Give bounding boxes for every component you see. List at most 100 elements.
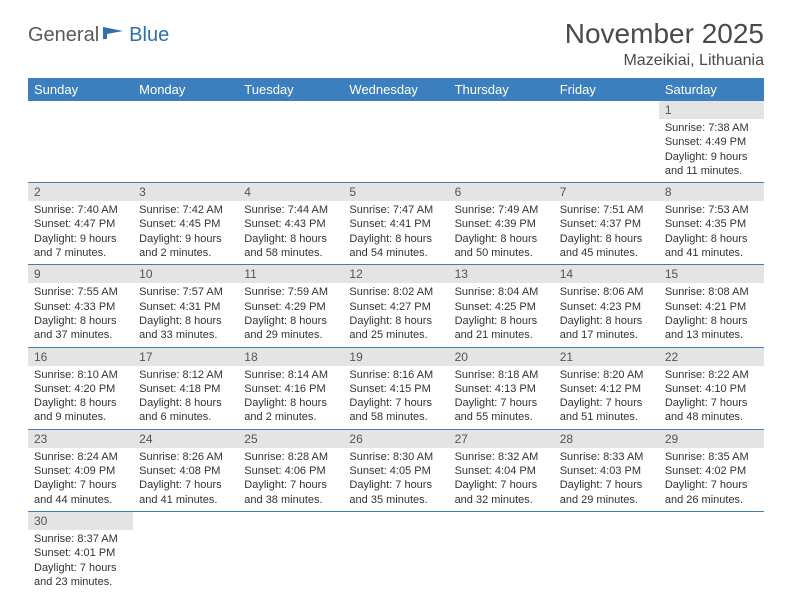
daylight-line: Daylight: 7 hours and 26 minutes.: [665, 478, 758, 507]
sunset-line: Sunset: 4:23 PM: [560, 300, 653, 314]
sunrise-line: Sunrise: 8:37 AM: [34, 532, 127, 546]
sunrise-line: Sunrise: 8:02 AM: [349, 285, 442, 299]
calendar-cell: 7Sunrise: 7:51 AMSunset: 4:37 PMDaylight…: [554, 183, 659, 265]
sunrise-line: Sunrise: 8:16 AM: [349, 368, 442, 382]
sunset-line: Sunset: 4:18 PM: [139, 382, 232, 396]
sunrise-line: Sunrise: 8:24 AM: [34, 450, 127, 464]
logo: General Blue: [28, 18, 169, 47]
day-details: Sunrise: 7:53 AMSunset: 4:35 PMDaylight:…: [659, 201, 764, 264]
weekday-row: SundayMondayTuesdayWednesdayThursdayFrid…: [28, 78, 764, 101]
daylight-line: Daylight: 8 hours and 6 minutes.: [139, 396, 232, 425]
sunrise-line: Sunrise: 8:35 AM: [665, 450, 758, 464]
calendar-cell: 26Sunrise: 8:30 AMSunset: 4:05 PMDayligh…: [343, 429, 448, 511]
daylight-line: Daylight: 7 hours and 48 minutes.: [665, 396, 758, 425]
sunrise-line: Sunrise: 8:04 AM: [455, 285, 548, 299]
day-details: Sunrise: 8:08 AMSunset: 4:21 PMDaylight:…: [659, 283, 764, 346]
day-details: Sunrise: 7:38 AMSunset: 4:49 PMDaylight:…: [659, 119, 764, 182]
calendar-row: 2Sunrise: 7:40 AMSunset: 4:47 PMDaylight…: [28, 183, 764, 265]
sunrise-line: Sunrise: 8:26 AM: [139, 450, 232, 464]
sunrise-line: Sunrise: 7:57 AM: [139, 285, 232, 299]
sunrise-line: Sunrise: 7:53 AM: [665, 203, 758, 217]
day-number: 1: [659, 101, 764, 119]
sunrise-line: Sunrise: 7:55 AM: [34, 285, 127, 299]
day-number: 21: [554, 348, 659, 366]
day-number: 6: [449, 183, 554, 201]
daylight-line: Daylight: 9 hours and 11 minutes.: [665, 150, 758, 179]
sunset-line: Sunset: 4:15 PM: [349, 382, 442, 396]
sunrise-line: Sunrise: 8:30 AM: [349, 450, 442, 464]
calendar-cell: 30Sunrise: 8:37 AMSunset: 4:01 PMDayligh…: [28, 511, 133, 593]
day-details: Sunrise: 8:28 AMSunset: 4:06 PMDaylight:…: [238, 448, 343, 511]
calendar-cell: 21Sunrise: 8:20 AMSunset: 4:12 PMDayligh…: [554, 347, 659, 429]
day-number: 12: [343, 265, 448, 283]
calendar-cell: 12Sunrise: 8:02 AMSunset: 4:27 PMDayligh…: [343, 265, 448, 347]
sunrise-line: Sunrise: 7:59 AM: [244, 285, 337, 299]
sunrise-line: Sunrise: 8:12 AM: [139, 368, 232, 382]
day-details: Sunrise: 7:49 AMSunset: 4:39 PMDaylight:…: [449, 201, 554, 264]
day-details: Sunrise: 8:24 AMSunset: 4:09 PMDaylight:…: [28, 448, 133, 511]
calendar-cell: [449, 511, 554, 593]
calendar-cell: 13Sunrise: 8:04 AMSunset: 4:25 PMDayligh…: [449, 265, 554, 347]
day-number: 16: [28, 348, 133, 366]
day-number: 17: [133, 348, 238, 366]
sunrise-line: Sunrise: 7:49 AM: [455, 203, 548, 217]
day-details: Sunrise: 7:57 AMSunset: 4:31 PMDaylight:…: [133, 283, 238, 346]
calendar-cell: 29Sunrise: 8:35 AMSunset: 4:02 PMDayligh…: [659, 429, 764, 511]
day-details: Sunrise: 7:40 AMSunset: 4:47 PMDaylight:…: [28, 201, 133, 264]
calendar-cell: [554, 511, 659, 593]
calendar-cell: 20Sunrise: 8:18 AMSunset: 4:13 PMDayligh…: [449, 347, 554, 429]
sunrise-line: Sunrise: 7:38 AM: [665, 121, 758, 135]
sunset-line: Sunset: 4:09 PM: [34, 464, 127, 478]
daylight-line: Daylight: 7 hours and 41 minutes.: [139, 478, 232, 507]
calendar-cell: 22Sunrise: 8:22 AMSunset: 4:10 PMDayligh…: [659, 347, 764, 429]
day-number: 23: [28, 430, 133, 448]
daylight-line: Daylight: 8 hours and 37 minutes.: [34, 314, 127, 343]
page-title: November 2025: [565, 18, 764, 50]
calendar-cell: [343, 511, 448, 593]
daylight-line: Daylight: 7 hours and 44 minutes.: [34, 478, 127, 507]
daylight-line: Daylight: 7 hours and 55 minutes.: [455, 396, 548, 425]
sunrise-line: Sunrise: 8:28 AM: [244, 450, 337, 464]
calendar-cell: 2Sunrise: 7:40 AMSunset: 4:47 PMDaylight…: [28, 183, 133, 265]
sunset-line: Sunset: 4:21 PM: [665, 300, 758, 314]
daylight-line: Daylight: 8 hours and 17 minutes.: [560, 314, 653, 343]
day-details: Sunrise: 7:44 AMSunset: 4:43 PMDaylight:…: [238, 201, 343, 264]
day-details: Sunrise: 7:59 AMSunset: 4:29 PMDaylight:…: [238, 283, 343, 346]
calendar-row: 23Sunrise: 8:24 AMSunset: 4:09 PMDayligh…: [28, 429, 764, 511]
sunset-line: Sunset: 4:02 PM: [665, 464, 758, 478]
day-number: 26: [343, 430, 448, 448]
calendar-cell: 23Sunrise: 8:24 AMSunset: 4:09 PMDayligh…: [28, 429, 133, 511]
weekday-header: Monday: [133, 78, 238, 101]
calendar-row: 30Sunrise: 8:37 AMSunset: 4:01 PMDayligh…: [28, 511, 764, 593]
day-number: 25: [238, 430, 343, 448]
weekday-header: Thursday: [449, 78, 554, 101]
calendar-cell: 28Sunrise: 8:33 AMSunset: 4:03 PMDayligh…: [554, 429, 659, 511]
sunset-line: Sunset: 4:31 PM: [139, 300, 232, 314]
sunset-line: Sunset: 4:47 PM: [34, 217, 127, 231]
daylight-line: Daylight: 9 hours and 7 minutes.: [34, 232, 127, 261]
sunrise-line: Sunrise: 8:32 AM: [455, 450, 548, 464]
calendar-cell: [238, 511, 343, 593]
day-number: 10: [133, 265, 238, 283]
weekday-header: Tuesday: [238, 78, 343, 101]
weekday-header: Sunday: [28, 78, 133, 101]
day-number: 11: [238, 265, 343, 283]
sunrise-line: Sunrise: 7:47 AM: [349, 203, 442, 217]
sunset-line: Sunset: 4:45 PM: [139, 217, 232, 231]
sunset-line: Sunset: 4:06 PM: [244, 464, 337, 478]
daylight-line: Daylight: 7 hours and 58 minutes.: [349, 396, 442, 425]
day-details: Sunrise: 8:10 AMSunset: 4:20 PMDaylight:…: [28, 366, 133, 429]
calendar-cell: 11Sunrise: 7:59 AMSunset: 4:29 PMDayligh…: [238, 265, 343, 347]
calendar-cell: [343, 101, 448, 183]
day-details: Sunrise: 8:12 AMSunset: 4:18 PMDaylight:…: [133, 366, 238, 429]
day-details: Sunrise: 8:18 AMSunset: 4:13 PMDaylight:…: [449, 366, 554, 429]
sunrise-line: Sunrise: 8:14 AM: [244, 368, 337, 382]
sunset-line: Sunset: 4:33 PM: [34, 300, 127, 314]
calendar-cell: 15Sunrise: 8:08 AMSunset: 4:21 PMDayligh…: [659, 265, 764, 347]
day-details: Sunrise: 8:37 AMSunset: 4:01 PMDaylight:…: [28, 530, 133, 593]
daylight-line: Daylight: 8 hours and 33 minutes.: [139, 314, 232, 343]
day-details: Sunrise: 8:02 AMSunset: 4:27 PMDaylight:…: [343, 283, 448, 346]
sunrise-line: Sunrise: 8:08 AM: [665, 285, 758, 299]
sunset-line: Sunset: 4:08 PM: [139, 464, 232, 478]
calendar-row: 9Sunrise: 7:55 AMSunset: 4:33 PMDaylight…: [28, 265, 764, 347]
